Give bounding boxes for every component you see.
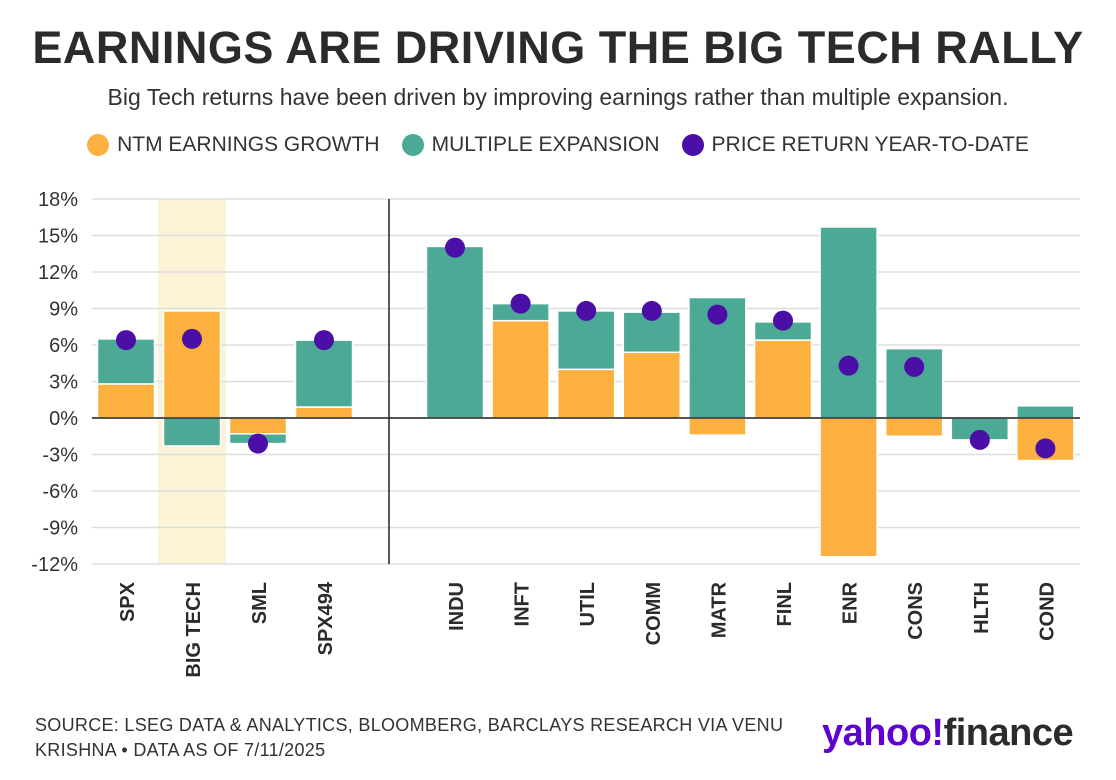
x-tick-label: CONS [905,582,927,640]
bar-ntm-earnings-growth-spx494 [294,406,354,419]
x-tick-label: ENR [840,581,862,624]
source-note: SOURCE: LSEG DATA & ANALYTICS, BLOOMBERG… [35,715,784,760]
x-tick-label: MATR [708,581,730,638]
point-price-return-inft [510,293,531,314]
x-tick-label: FINL [774,582,796,626]
x-tick-label: SPX494 [315,581,337,655]
y-tick-label: 18% [38,189,78,211]
x-tick-label: SPX [117,581,139,622]
bar-ntm-earnings-growth-inft [491,319,550,419]
bar-multiple-expansion-enr [819,226,878,419]
bar-ntm-earnings-growth-sml [228,417,288,435]
point-price-return-indu [445,237,465,258]
bar-ntm-earnings-growth-spx [96,383,156,419]
x-tick-label: BIG TECH [183,582,205,678]
bar-ntm-earnings-growth-matr [688,417,747,436]
bar-chart: 18% 15% 12% 9% 6% 3% 0% -3% -6% -9% -12% SPX BIG TEC… [31,189,1080,678]
legend-swatch-earnings [87,134,110,156]
point-price-return-matr [707,304,728,325]
y-tick-label: -6% [42,481,78,503]
y-tick-label: 0% [49,408,78,430]
bar-ntm-earnings-growth-cons [884,417,944,437]
point-price-return-sml [248,433,268,454]
y-tick-label: 9% [49,299,78,321]
point-price-return-big-tech [182,328,202,349]
bar-multiple-expansion-big-tech [162,417,222,447]
point-price-return-util [576,300,597,321]
legend-label-price-return: PRICE RETURN YEAR-TO-DATE [711,133,1029,156]
legend: NTM EARNINGS GROWTH MULTIPLE EXPANSION P… [0,133,1116,157]
point-price-return-spx494 [314,330,334,351]
bar-ntm-earnings-growth-big-tech [162,310,222,419]
legend-swatch-price-return [681,134,704,156]
point-price-return-enr [838,355,859,376]
point-price-return-spx [116,330,136,351]
y-tick-label: -9% [42,518,78,540]
x-tick-label: HLTH [971,582,993,634]
bar-ntm-earnings-growth-util [556,368,616,419]
bar-ntm-earnings-growth-finl [753,339,813,419]
y-tick-label: 3% [49,372,78,394]
x-tick-label: SML [249,582,271,624]
chart-subtitle: Big Tech returns have been driven by imp… [107,84,1009,110]
logo-finance: finance [943,712,1074,754]
logo-yahoo: yahoo! [822,712,944,754]
chart-title: EARNINGS ARE DRIVING THE BIG TECH RALLY [32,22,1084,73]
point-price-return-finl [773,310,793,331]
point-price-return-cond [1035,438,1056,459]
x-tick-label: UTIL [577,582,599,626]
legend-label-multiple: MULTIPLE EXPANSION [431,133,660,156]
x-tick-label: COMM [643,582,665,645]
x-tick-label: COND [1036,582,1058,641]
yahoo-finance-logo: yahoo!finance [822,712,1074,755]
legend-item-price-return: PRICE RETURN YEAR-TO-DATE [681,133,1029,157]
bar-multiple-expansion-cond [1016,405,1075,419]
legend-item-earnings: NTM EARNINGS GROWTH [87,133,380,157]
bar-ntm-earnings-growth-enr [819,417,878,558]
point-price-return-comm [641,300,662,321]
point-price-return-hlth [969,429,990,450]
x-tick-label: INFT [512,582,534,626]
y-tick-label: 15% [38,226,78,248]
y-tick-label: 12% [38,262,78,284]
bar-multiple-expansion-indu [425,245,485,419]
legend-swatch-multiple [401,134,424,156]
bar-multiple-expansion-spx494 [294,339,354,408]
x-tick-label: INDU [446,582,468,631]
point-price-return-cons [904,356,925,377]
legend-item-multiple: MULTIPLE EXPANSION [401,133,660,157]
y-tick-label: 6% [49,335,78,357]
y-tick-label: -12% [31,554,78,576]
legend-label-earnings: NTM EARNINGS GROWTH [117,133,380,156]
bar-ntm-earnings-growth-comm [622,351,682,419]
y-tick-label: -3% [42,445,78,467]
